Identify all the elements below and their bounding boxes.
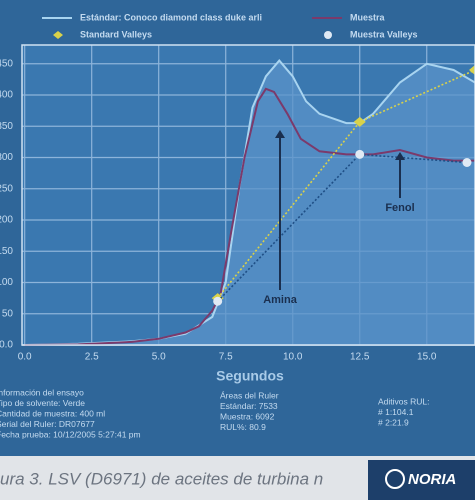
x-tick-label: 15.0 [417,352,437,363]
plot-border [21,44,475,346]
info-title: Información del ensayo [0,387,84,397]
additives-line: # 1:104.1 [378,407,414,417]
y-tick-label: 150 [0,246,13,257]
x-axis-label: Segundos [216,368,284,384]
areas-line: RUL%: 80.9 [220,422,266,432]
info-line: Serial del Ruler: DR07677 [0,419,95,429]
marker [355,149,365,159]
areas-title: Áreas del Ruler [220,390,279,400]
additives-line: # 2:21.9 [378,417,409,427]
marker [213,296,223,306]
y-tick-label: 350 [0,121,13,132]
y-tick-label: 300 [0,152,13,163]
y-tick-label: 250 [0,183,13,194]
x-tick-label: 12.5 [350,352,370,363]
caption: ura 3. LSV (D6971) de aceites de turbina… [0,469,323,488]
info-line: Fecha prueba: 10/12/2005 5:27:41 pm [0,429,141,439]
area [24,60,475,345]
info-line: Tipo de solvente: Verde [0,398,85,408]
arrow-head [395,152,405,160]
marker [462,158,472,167]
x-tick-label: 0.0 [18,352,32,363]
y-tick-label: 50 [2,308,14,319]
series-line [24,87,475,346]
legend-marker [53,31,63,39]
areas-line: Estándar: 7533 [220,401,278,411]
arrow-head [275,130,285,138]
x-tick-label: 5.0 [152,352,166,363]
marker [353,116,366,127]
y-tick-label: 200 [0,215,13,226]
legend-marker [324,31,332,39]
legend-label: Muestra Valleys [350,29,418,39]
annotation: Amina [263,294,298,306]
legend-label: Estándar: Conoco diamond class duke arli [80,12,262,22]
x-tick-label: 7.5 [219,352,233,363]
y-tick-label: 400 [0,90,13,101]
logo-icon [385,469,405,489]
annotation: Fenol [385,202,414,214]
logo: NORIA [408,471,456,488]
info-line: Cantidad de muestra: 400 ml [0,408,105,418]
x-tick-label: 10.0 [283,352,303,363]
y-tick-label: 100 [0,277,13,288]
y-tick-label: 0.0 [0,340,13,351]
x-tick-label: 2.5 [85,352,99,363]
legend-label: Standard Valleys [80,29,152,39]
legend-label: Muestra [350,12,386,22]
y-tick-label: 450 [0,58,13,69]
marker [469,65,475,75]
areas-line: Muestra: 6092 [220,411,275,421]
additives-title: Aditivos RUL: [378,396,430,406]
